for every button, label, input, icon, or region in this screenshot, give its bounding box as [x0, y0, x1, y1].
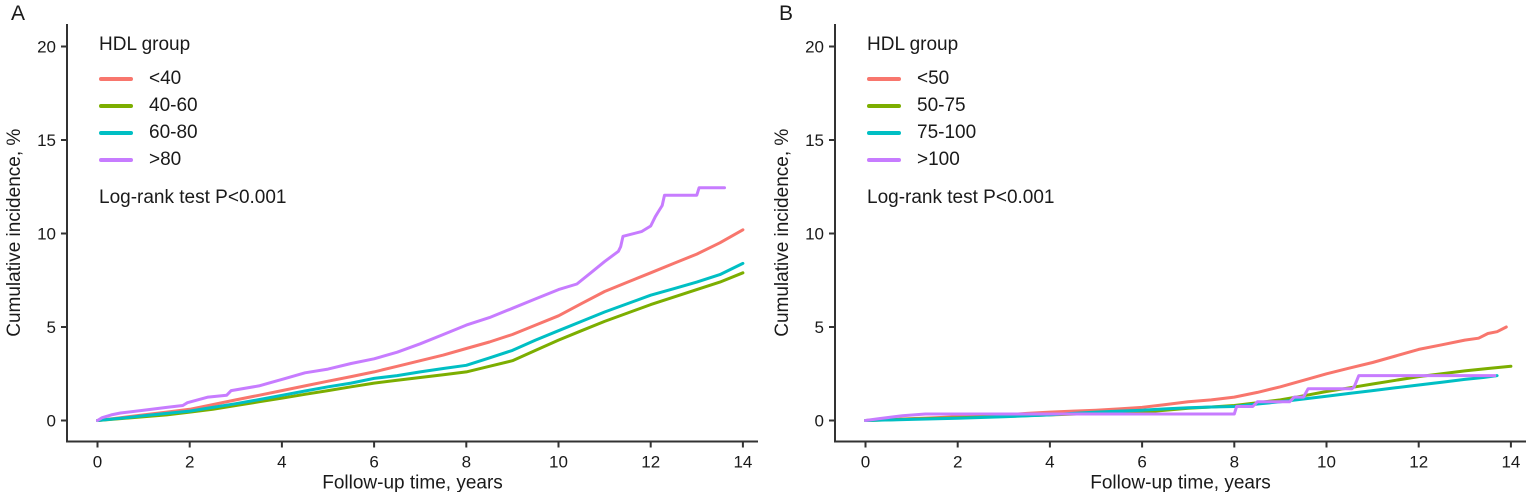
- x-axis-title: Follow-up time, years: [1090, 473, 1271, 492]
- legend-swatch-icon: [99, 157, 133, 162]
- plot-b: 0 2 4 6 8 10 12 14 0 5 10 15 20 Follow-up time, years…: [772, 24, 1526, 492]
- plot-a: 0 2 4 6 8 10 12 14 0 5 10 15 20 Follow-up time, years…: [4, 24, 758, 492]
- logrank-annotation: Log-rank test P<0.001: [867, 187, 1055, 208]
- panel-a: A 0 2 4 6 8 10 12 14 0 5 10 15 20 Follow-up time, yea…: [0, 0, 767, 492]
- x-tick-label: 12: [1409, 453, 1428, 472]
- legend-item-0: <40: [99, 65, 287, 92]
- x-tick-label: 8: [462, 453, 471, 472]
- legend-item-1: 40-60: [99, 92, 287, 119]
- legend-swatch-icon: [99, 130, 133, 135]
- panel-label-a: A: [11, 2, 26, 25]
- x-tick-label: 10: [1317, 453, 1336, 472]
- legend-swatch-icon: [99, 103, 133, 108]
- legend-swatch-icon: [867, 76, 901, 81]
- legend-item-label: >100: [917, 148, 960, 170]
- y-tick-label: 10: [805, 225, 824, 244]
- x-tick-label: 14: [1501, 453, 1520, 472]
- panel-b: B 0 2 4 6 8 10 12 14 0 5 10 15 20 Follow-up time, yea…: [768, 0, 1535, 492]
- curve->80: [96, 186, 726, 422]
- legend-a: HDL group <40 40-60 60-80 >80 Log-rank test…: [99, 34, 287, 209]
- legend-swatch-icon: [867, 130, 901, 135]
- legend-b: HDL group <50 50-75 75-100 >100 Log-rank te…: [867, 34, 1055, 209]
- legend-swatch-icon: [99, 76, 133, 81]
- legend-item-label: 75-100: [917, 121, 977, 143]
- x-tick-label: 14: [733, 453, 752, 472]
- legend-title: HDL group: [99, 34, 191, 55]
- legend-item-1: 50-75: [867, 92, 1055, 119]
- panel-label-b: B: [779, 2, 794, 25]
- y-tick-label: 15: [37, 131, 56, 150]
- x-tick-label: 0: [861, 453, 870, 472]
- legend-title: HDL group: [867, 34, 959, 55]
- legend-item-2: 75-100: [867, 119, 1055, 146]
- legend-item-label: 40-60: [149, 94, 198, 116]
- logrank-annotation: Log-rank test P<0.001: [99, 187, 287, 208]
- y-tick-label: 0: [815, 412, 824, 431]
- x-tick-label: 4: [1045, 453, 1054, 472]
- legend-item-2: 60-80: [99, 119, 287, 146]
- legend-items: <50 50-75 75-100 >100: [867, 65, 1055, 173]
- y-tick-label: 5: [47, 318, 56, 337]
- y-tick-label: 20: [805, 38, 824, 57]
- legend-items: <40 40-60 60-80 >80: [99, 65, 287, 173]
- legend-item-label: <50: [917, 67, 950, 89]
- x-tick-label: 2: [953, 453, 962, 472]
- legend-item-0: <50: [867, 65, 1055, 92]
- legend-swatch-icon: [867, 157, 901, 162]
- y-tick-label: 5: [815, 318, 824, 337]
- x-tick-label: 8: [1230, 453, 1239, 472]
- legend-item-3: >80: [99, 146, 287, 173]
- x-tick-label: 4: [277, 453, 286, 472]
- curve-60-80: [96, 261, 745, 422]
- x-axis-title: Follow-up time, years: [322, 473, 503, 492]
- curve-<40: [96, 228, 745, 422]
- legend-item-label: <40: [149, 67, 182, 89]
- legend-item-label: 50-75: [917, 94, 966, 116]
- x-tick-label: 6: [1137, 453, 1146, 472]
- y-axis-title: Cumulative incidence, %: [4, 129, 25, 337]
- x-tick-label: 0: [93, 453, 102, 472]
- curve->100: [864, 374, 1497, 422]
- x-tick-label: 10: [549, 453, 568, 472]
- y-tick-label: 0: [47, 412, 56, 431]
- y-tick-label: 15: [805, 131, 824, 150]
- x-tick-label: 2: [185, 453, 194, 472]
- x-tick-label: 6: [369, 453, 378, 472]
- y-tick-label: 20: [37, 38, 56, 57]
- legend-item-3: >100: [867, 146, 1055, 173]
- y-tick-label: 10: [37, 225, 56, 244]
- legend-swatch-icon: [867, 103, 901, 108]
- y-axis-title: Cumulative incidence, %: [772, 129, 793, 337]
- curve-40-60: [96, 271, 745, 422]
- x-tick-label: 12: [641, 453, 660, 472]
- legend-item-label: >80: [149, 148, 182, 170]
- legend-item-label: 60-80: [149, 121, 198, 143]
